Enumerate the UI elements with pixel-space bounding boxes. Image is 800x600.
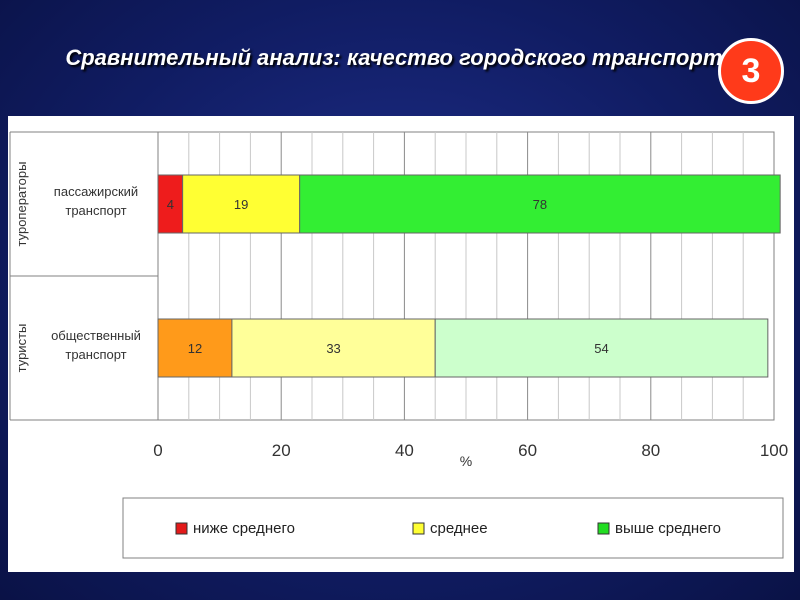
x-tick-label: 80	[641, 441, 660, 460]
data-label: 78	[533, 197, 547, 212]
category-label: пассажирский	[54, 184, 138, 199]
chart-panel: туроператоры пассажирский транспорт 4 19 78 ту…	[8, 116, 794, 572]
x-axis-label: %	[460, 453, 472, 469]
data-label: 4	[167, 197, 174, 212]
data-label: 19	[234, 197, 248, 212]
category-label: общественный	[51, 328, 141, 343]
slide-number-badge: 3	[718, 38, 784, 104]
data-label: 12	[188, 341, 202, 356]
bar-segment	[157, 174, 184, 234]
data-label: 33	[326, 341, 340, 356]
x-tick-label: 20	[272, 441, 291, 460]
legend-swatch	[175, 522, 188, 535]
chart: туроператоры пассажирский транспорт 4 19 78 ту…	[9, 131, 788, 559]
bar-segment	[299, 174, 781, 234]
legend-label: выше среднего	[615, 520, 721, 537]
group-label: туристы	[14, 324, 29, 373]
legend-label: ниже среднего	[193, 520, 295, 537]
bar-segment	[231, 318, 436, 378]
legend	[122, 497, 784, 559]
bar-segment	[434, 318, 769, 378]
bar-segment	[182, 174, 301, 234]
category-label: транспорт	[65, 347, 126, 362]
x-tick-label: 60	[518, 441, 537, 460]
x-tick-label: 100	[760, 441, 788, 460]
bar-segment	[157, 318, 233, 378]
legend-swatch	[412, 522, 425, 535]
data-label: 54	[594, 341, 608, 356]
page-title: Сравнительный анализ: качество городског…	[65, 45, 735, 70]
category-label: транспорт	[65, 203, 126, 218]
x-tick-label: 0	[153, 441, 162, 460]
legend-swatch	[597, 522, 610, 535]
group-label: туроператоры	[14, 162, 29, 247]
x-tick-label: 40	[395, 441, 414, 460]
legend-label: среднее	[430, 520, 488, 537]
